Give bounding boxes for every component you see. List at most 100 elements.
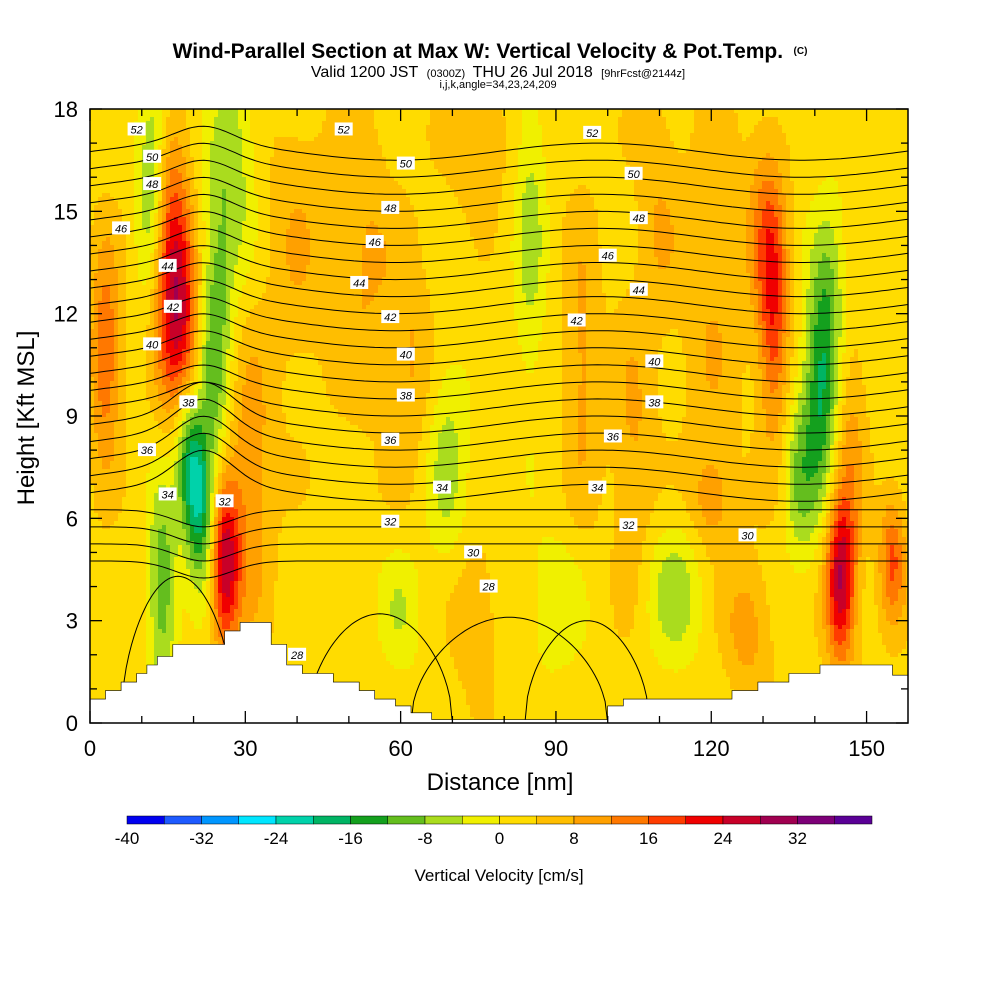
velocity-cell: [102, 633, 107, 638]
velocity-cell: [110, 373, 115, 378]
velocity-cell: [98, 253, 103, 258]
velocity-cell: [94, 417, 99, 422]
velocity-cell: [102, 677, 107, 682]
velocity-cell: [102, 609, 107, 614]
velocity-cell: [102, 653, 107, 658]
velocity-cell: [94, 281, 99, 286]
velocity-cell: [98, 689, 103, 694]
velocity-cell: [94, 541, 99, 546]
valid-time: Valid 1200 JST: [311, 64, 419, 81]
velocity-cell: [102, 477, 107, 482]
velocity-cell: [106, 521, 111, 526]
velocity-cell: [106, 121, 111, 126]
velocity-cell: [94, 453, 99, 458]
velocity-cell: [106, 185, 111, 190]
velocity-cell: [94, 237, 99, 242]
velocity-cell: [98, 153, 103, 158]
velocity-cell: [106, 393, 111, 398]
velocity-cell: [106, 633, 111, 638]
velocity-cell: [102, 649, 107, 654]
velocity-cell: [94, 537, 99, 542]
velocity-cell: [98, 585, 103, 590]
velocity-cell: [106, 305, 111, 310]
velocity-cell: [106, 465, 111, 470]
velocity-cell: [98, 125, 103, 130]
velocity-cell: [102, 669, 107, 674]
velocity-cell: [94, 565, 99, 570]
velocity-cell: [94, 333, 99, 338]
velocity-cell: [98, 441, 103, 446]
velocity-cell: [106, 245, 111, 250]
velocity-cell: [110, 357, 115, 362]
velocity-cell: [98, 565, 103, 570]
velocity-cell: [106, 153, 111, 158]
velocity-cell: [94, 677, 99, 682]
velocity-cell: [94, 481, 99, 486]
velocity-cell: [106, 501, 111, 506]
velocity-cell: [94, 373, 99, 378]
velocity-cell: [110, 305, 115, 310]
velocity-cell: [94, 589, 99, 594]
velocity-cell: [102, 157, 107, 162]
velocity-cell: [98, 529, 103, 534]
velocity-cell: [102, 441, 107, 446]
velocity-cell: [106, 677, 111, 682]
velocity-cell: [102, 641, 107, 646]
velocity-cell: [94, 157, 99, 162]
velocity-cell: [98, 237, 103, 242]
velocity-cell: [94, 501, 99, 506]
velocity-cell: [94, 225, 99, 230]
grid-indices: i,j,k,angle=34,23,24,209: [439, 79, 556, 91]
velocity-cell: [102, 389, 107, 394]
velocity-cell: [98, 601, 103, 606]
velocity-cell: [106, 549, 111, 554]
velocity-cell: [106, 397, 111, 402]
velocity-cell: [106, 173, 111, 178]
velocity-cell: [98, 605, 103, 610]
velocity-cell: [106, 225, 111, 230]
velocity-cell: [102, 457, 107, 462]
velocity-cell: [110, 125, 115, 130]
velocity-cell: [98, 169, 103, 174]
velocity-cell: [102, 469, 107, 474]
velocity-cell: [102, 637, 107, 642]
velocity-cell: [98, 541, 103, 546]
velocity-cell: [106, 365, 111, 370]
velocity-cell: [110, 173, 115, 178]
velocity-cell: [94, 513, 99, 518]
velocity-cell: [110, 205, 115, 210]
velocity-cell: [98, 141, 103, 146]
velocity-cell: [98, 641, 103, 646]
velocity-cell: [98, 225, 103, 230]
velocity-cell: [110, 157, 115, 162]
velocity-cell: [98, 157, 103, 162]
velocity-cell: [106, 161, 111, 166]
velocity-cell: [106, 665, 111, 670]
velocity-cell: [94, 137, 99, 142]
velocity-cell: [106, 381, 111, 386]
velocity-cell: [102, 597, 107, 602]
velocity-cell: [110, 341, 115, 346]
velocity-cell: [98, 417, 103, 422]
velocity-cell: [94, 325, 99, 330]
velocity-cell: [94, 213, 99, 218]
velocity-cell: [102, 413, 107, 418]
velocity-cell: [94, 485, 99, 490]
velocity-cell: [102, 161, 107, 166]
velocity-cell: [106, 593, 111, 598]
velocity-cell: [94, 497, 99, 502]
velocity-cell: [110, 365, 115, 370]
velocity-cell: [98, 261, 103, 266]
velocity-cell: [102, 113, 107, 118]
velocity-cell: [106, 453, 111, 458]
velocity-cell: [98, 185, 103, 190]
velocity-cell: [94, 401, 99, 406]
velocity-cell: [110, 237, 115, 242]
velocity-cell: [106, 649, 111, 654]
velocity-cell: [110, 129, 115, 134]
velocity-cell: [94, 657, 99, 662]
velocity-cell: [102, 209, 107, 214]
velocity-cell: [102, 549, 107, 554]
velocity-cell: [98, 573, 103, 578]
velocity-cell: [98, 129, 103, 134]
